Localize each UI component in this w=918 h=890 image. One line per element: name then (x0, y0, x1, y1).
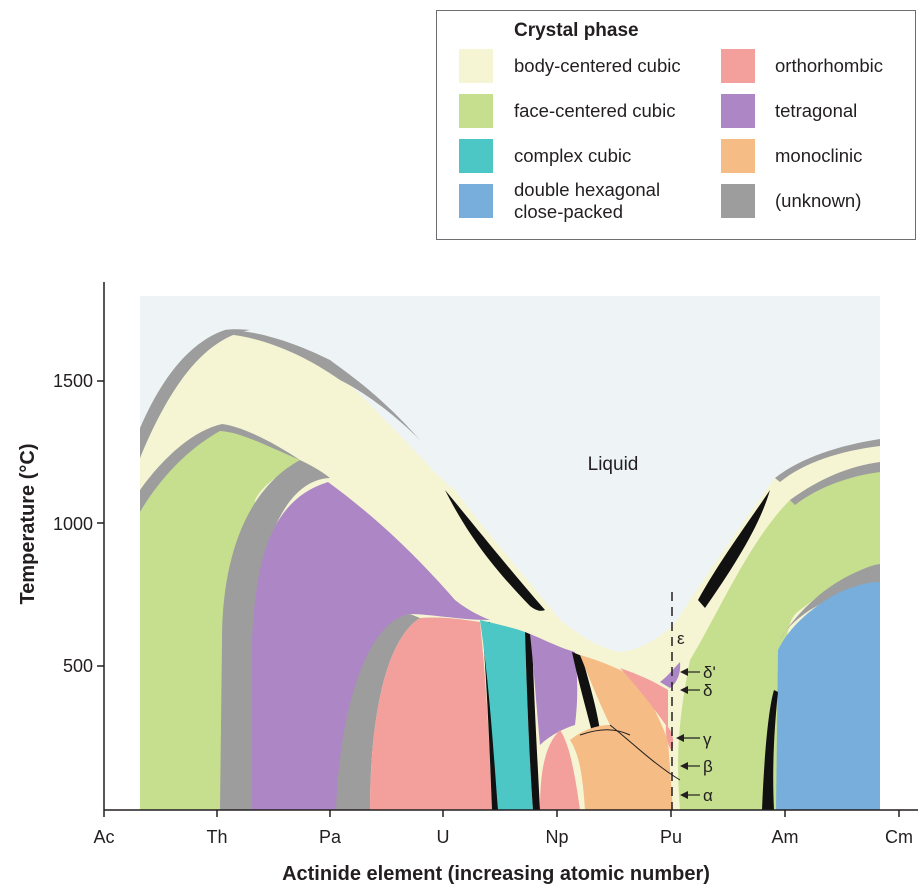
tetragonal-region-np (530, 634, 578, 745)
legend-label-tetragonal: tetragonal (775, 100, 858, 121)
legend-label-fcc: face-centered cubic (514, 100, 676, 121)
pu-phase-arrow-gamma (676, 734, 700, 742)
pu-phase-epsilon: ε (677, 629, 685, 648)
x-tick-label-ac: Ac (93, 827, 114, 847)
legend-label-complex-cubic: complex cubic (514, 145, 632, 166)
y-tick-label-1500: 1500 (53, 371, 93, 391)
legend-label-dhcp-line1: double hexagonal (514, 179, 661, 200)
arrow-head-delta (680, 686, 688, 694)
complex-cubic-region (480, 620, 533, 810)
boundary-np (572, 652, 600, 732)
unknown-region-th-pa (220, 460, 330, 810)
fcc-region-th (140, 428, 300, 810)
unknown-region-am-top (775, 439, 880, 482)
x-tick-label-am: Am (772, 827, 799, 847)
legend-swatch-unknown (721, 184, 755, 218)
boundary-u-2 (525, 632, 540, 810)
y-ticks: 1500 1000 500 (53, 371, 104, 676)
dhcp-region (776, 582, 880, 810)
x-tick-label-np: Np (545, 827, 568, 847)
legend-label-dhcp-line2: close-packed (514, 201, 624, 222)
legend-title: Crystal phase (514, 20, 639, 41)
x-tick-label-cm: Cm (885, 827, 913, 847)
legend-label-monoclinic: monoclinic (775, 145, 863, 166)
orthorhombic-region-pu (620, 668, 668, 728)
pu-phase-arrow-delta-prime (680, 668, 700, 676)
boundary-np-liquid (445, 490, 545, 611)
pu-phase-delta-prime: δ' (703, 663, 716, 682)
legend-label-dhcp: double hexagonal close-packed (514, 179, 660, 223)
x-axis-title: Actinide element (increasing atomic numb… (282, 863, 710, 885)
legend-swatch-tetragonal (721, 94, 755, 128)
legend-swatch-monoclinic (721, 139, 755, 173)
tetragonal-region-pa (252, 482, 490, 810)
pu-phase-boundary-2 (579, 729, 631, 736)
unknown-region-am-mid (790, 462, 880, 505)
fcc-region-am (678, 470, 880, 810)
legend-label-bcc: body-centered cubic (514, 55, 681, 76)
legend-swatch-fcc (459, 94, 493, 128)
y-axis-title: Temperature (°C) (17, 444, 39, 605)
arrow-head-delta-prime (680, 668, 688, 676)
tetragonal-region-pu (660, 662, 681, 688)
legend-swatch-orthorhombic (721, 49, 755, 83)
x-tick-label-th: Th (206, 827, 227, 847)
pu-phase-delta: δ (703, 681, 712, 700)
boundary-am (762, 690, 778, 810)
y-tick-label-1000: 1000 (53, 514, 93, 534)
pu-phase-alpha: α (703, 786, 713, 805)
legend-swatch-dhcp (459, 184, 493, 218)
monoclinic-region-pu (570, 655, 673, 810)
x-tick-label-u: U (437, 827, 450, 847)
unknown-region-th-mid (140, 424, 300, 512)
x-ticks: Ac Th Pa U Np Pu Am Cm (93, 810, 913, 847)
legend-label-unknown: (unknown) (775, 190, 862, 211)
legend-swatch-complex-cubic (459, 139, 493, 173)
arrow-head-alpha (680, 791, 688, 799)
pu-phase-arrow-alpha (680, 791, 700, 799)
unknown-region-am-cm (780, 564, 880, 640)
arrow-head-beta (680, 762, 688, 770)
y-tick-label-500: 500 (63, 656, 93, 676)
legend: Crystal phase body-centered cubic face-c… (436, 10, 916, 240)
orthorhombic-region-np (540, 730, 580, 810)
x-tick-label-pu: Pu (660, 827, 682, 847)
pu-phase-gamma: γ (703, 730, 712, 749)
orthorhombic-region-u (370, 617, 492, 810)
legend-label-orthorhombic: orthorhombic (775, 55, 883, 76)
unknown-region-top-left (140, 329, 250, 458)
pu-phase-arrow-beta (680, 762, 700, 770)
legend-swatch-bcc (459, 49, 493, 83)
arrow-head-gamma (676, 734, 684, 742)
liquid-label: Liquid (588, 454, 639, 475)
pu-phase-beta: β (703, 757, 713, 776)
pu-phase-arrow-delta (680, 686, 700, 694)
x-tick-label-pa: Pa (319, 827, 342, 847)
unknown-region-pa-u (336, 614, 420, 810)
boundary-am-liquid (698, 490, 770, 608)
